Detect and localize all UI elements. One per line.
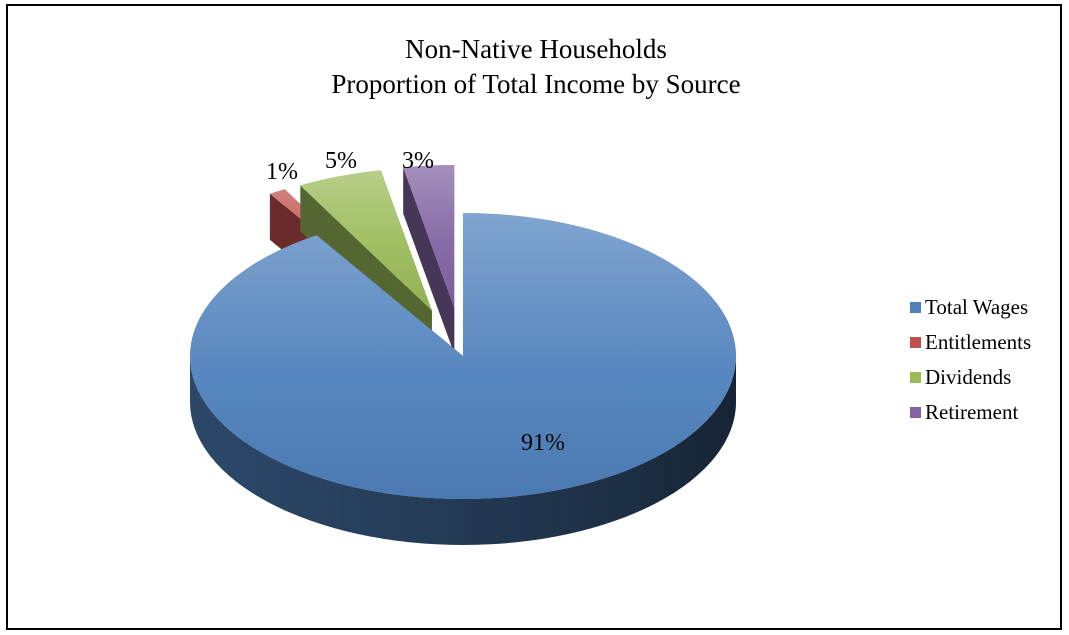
legend-item-retirement: Retirement: [910, 395, 1031, 430]
legend-swatch-total-wages: [910, 302, 921, 313]
legend-item-entitlements: Entitlements: [910, 325, 1031, 360]
legend-swatch-retirement: [910, 407, 921, 418]
pie-slice-retirement: [403, 165, 455, 355]
data-label-retirement: 3%: [402, 148, 434, 174]
legend-swatch-entitlements: [910, 337, 921, 348]
legend-label-entitlements: Entitlements: [925, 330, 1032, 354]
chart-legend: Total Wages Entitlements Dividends Retireme…: [910, 290, 1031, 430]
legend-label-total-wages: Total Wages: [925, 295, 1029, 319]
data-label-entitlements: 1%: [266, 159, 298, 185]
pie-chart-plot: 91% 1% 5% 3%: [189, 148, 736, 545]
legend-item-dividends: Dividends: [910, 360, 1031, 395]
legend-swatch-dividends: [910, 372, 921, 383]
chart-title-line-1: Non-Native Households: [405, 34, 667, 64]
legend-label-retirement: Retirement: [925, 400, 1019, 424]
legend-item-total-wages: Total Wages: [910, 290, 1031, 325]
chart-frame: Non-Native Households Proportion of Tota…: [6, 4, 1062, 630]
data-label-total-wages: 91%: [521, 430, 565, 456]
pie-slice-total-wages: [189, 213, 736, 545]
legend-label-dividends: Dividends: [925, 365, 1012, 389]
chart-title: Non-Native Households Proportion of Tota…: [8, 32, 1064, 102]
data-label-dividends: 5%: [325, 148, 357, 174]
chart-title-line-2: Proportion of Total Income by Source: [331, 69, 741, 99]
